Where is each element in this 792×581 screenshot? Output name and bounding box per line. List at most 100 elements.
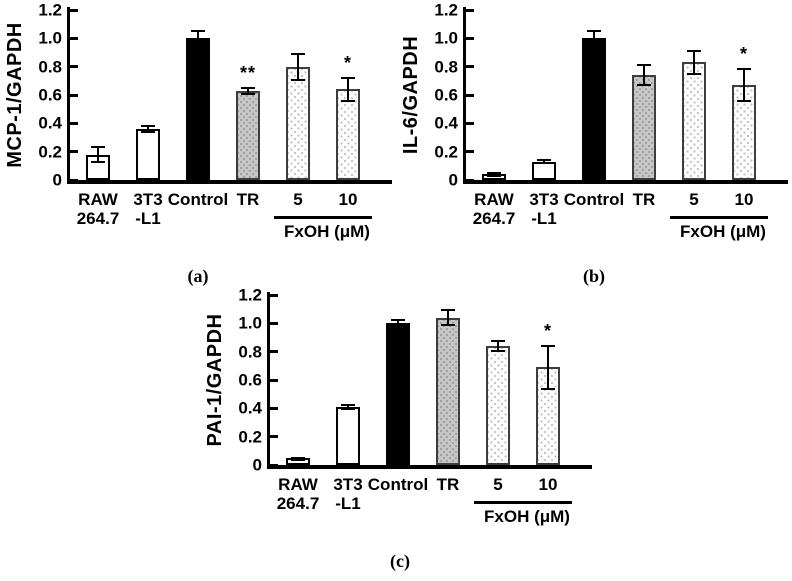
y-tick-mark (70, 8, 78, 12)
x-tick-label: Control (367, 475, 429, 494)
x-tick-label: 3T3 (333, 475, 363, 494)
x-tick-label: TR (236, 190, 260, 209)
error-bar (491, 340, 505, 352)
panel-b-il6-chart: IL-6/GAPDH 0 0.2 0.4 0.6 0.8 1.0 1.2 RAW 264.7 3T… (396, 0, 792, 290)
x-tick-label: -L1 (531, 209, 557, 228)
error-bar (141, 124, 155, 134)
y-tick-label: 1.2 (434, 0, 458, 20)
bar (136, 129, 160, 180)
y-tick-mark (270, 378, 278, 382)
y-tick-label: 1.2 (238, 285, 262, 305)
x-axis-line (463, 180, 788, 184)
y-tick-mark (466, 121, 474, 125)
error-bar (687, 49, 701, 76)
error-bar (637, 63, 651, 87)
plot-area: 0 0.2 0.4 0.6 0.8 1.0 1.2 RAW 264.7 3T3 -L1 Control… (38, 2, 392, 241)
bar (86, 154, 110, 180)
y-axis-line (67, 7, 70, 184)
error-bar (291, 456, 305, 461)
error-bar (341, 76, 355, 103)
y-tick-mark (466, 65, 474, 69)
bar (236, 90, 260, 180)
error-bar (587, 29, 601, 47)
x-tick-label: Control (563, 190, 625, 209)
error-bar (291, 52, 305, 81)
x-tick-label: 5 (689, 190, 699, 209)
y-tick-mark (270, 463, 278, 467)
bar (336, 89, 360, 180)
y-tick-label: 0.8 (238, 342, 262, 362)
bar (486, 346, 510, 465)
error-bar (241, 86, 255, 95)
panel-letter: (c) (390, 551, 410, 571)
significance-star: ** (239, 62, 257, 83)
panel-c-pai1-chart: PAI-1/GAPDH 0 0.2 0.4 0.6 0.8 1.0 1.2 RAW 264.7 3… (200, 285, 600, 581)
plot-area: 0 0.2 0.4 0.6 0.8 1.0 1.2 RAW 264.7 3T3 -L1 Control… (238, 287, 592, 526)
y-tick-label: 0.4 (434, 113, 458, 133)
y-tick-label: 0 (252, 455, 262, 475)
y-tick-label: 0.2 (238, 427, 262, 447)
x-tick-label: RAW (474, 190, 514, 209)
significance-star: * (543, 320, 553, 341)
group-axis-label: FxOH (μM) (680, 222, 766, 241)
x-tick-label: 3T3 (133, 190, 163, 209)
y-tick-label: 0.2 (434, 142, 458, 162)
x-tick-label: TR (436, 475, 460, 494)
y-tick-label: 0.2 (38, 142, 62, 162)
y-tick-mark (70, 65, 78, 69)
panel-letter: (b) (583, 266, 605, 286)
y-tick-label: 1.0 (38, 28, 62, 48)
x-tick-label: RAW (78, 190, 118, 209)
y-tick-mark (466, 178, 474, 182)
x-tick-label: 5 (293, 190, 303, 209)
bar (582, 38, 606, 180)
group-axis-label: FxOH (μM) (284, 222, 370, 241)
x-tick-label: 10 (538, 475, 558, 494)
error-bar (391, 319, 405, 328)
x-tick-label: RAW (278, 475, 318, 494)
error-bar (487, 171, 501, 178)
panel-a-mcp1-chart: MCP-1/GAPDH 0 0.2 0.4 0.6 0.8 1.0 1.2 RAW 264.7 3… (0, 0, 396, 290)
bar (436, 317, 460, 465)
y-tick-mark (270, 293, 278, 297)
error-bar (91, 146, 105, 163)
group-underline (670, 216, 768, 219)
x-axis-line (267, 465, 592, 469)
error-bar (541, 344, 555, 390)
y-tick-label: 0 (448, 170, 458, 190)
x-tick-label: 264.7 (472, 209, 516, 228)
x-tick-label: -L1 (135, 209, 161, 228)
significance-star: * (343, 52, 353, 73)
group-underline (274, 216, 372, 219)
bar (286, 66, 310, 180)
error-bar (441, 309, 455, 327)
bar (732, 85, 756, 180)
y-axis-line (267, 292, 270, 469)
y-tick-label: 1.0 (434, 28, 458, 48)
error-bar (737, 68, 751, 103)
y-tick-mark (466, 36, 474, 40)
x-tick-label: -L1 (335, 494, 361, 513)
bar (386, 323, 410, 465)
x-tick-label: Control (167, 190, 229, 209)
y-tick-label: 1.0 (238, 313, 262, 333)
panel-letter: (a) (187, 266, 209, 286)
x-tick-label: 264.7 (276, 494, 320, 513)
y-tick-mark (270, 350, 278, 354)
group-underline (474, 501, 572, 504)
x-tick-label: 10 (734, 190, 754, 209)
x-tick-label: 5 (493, 475, 503, 494)
x-tick-label: 3T3 (529, 190, 559, 209)
y-tick-mark (466, 93, 474, 97)
significance-star: * (739, 44, 749, 65)
y-tick-label: 0.4 (38, 113, 62, 133)
y-tick-mark (466, 150, 474, 154)
y-tick-label: 0.8 (38, 57, 62, 77)
x-tick-label: TR (632, 190, 656, 209)
bar (336, 406, 360, 465)
y-tick-label: 1.2 (38, 0, 62, 20)
y-tick-label: 0 (52, 170, 62, 190)
y-tick-label: 0.4 (238, 398, 262, 418)
y-tick-mark (270, 321, 278, 325)
